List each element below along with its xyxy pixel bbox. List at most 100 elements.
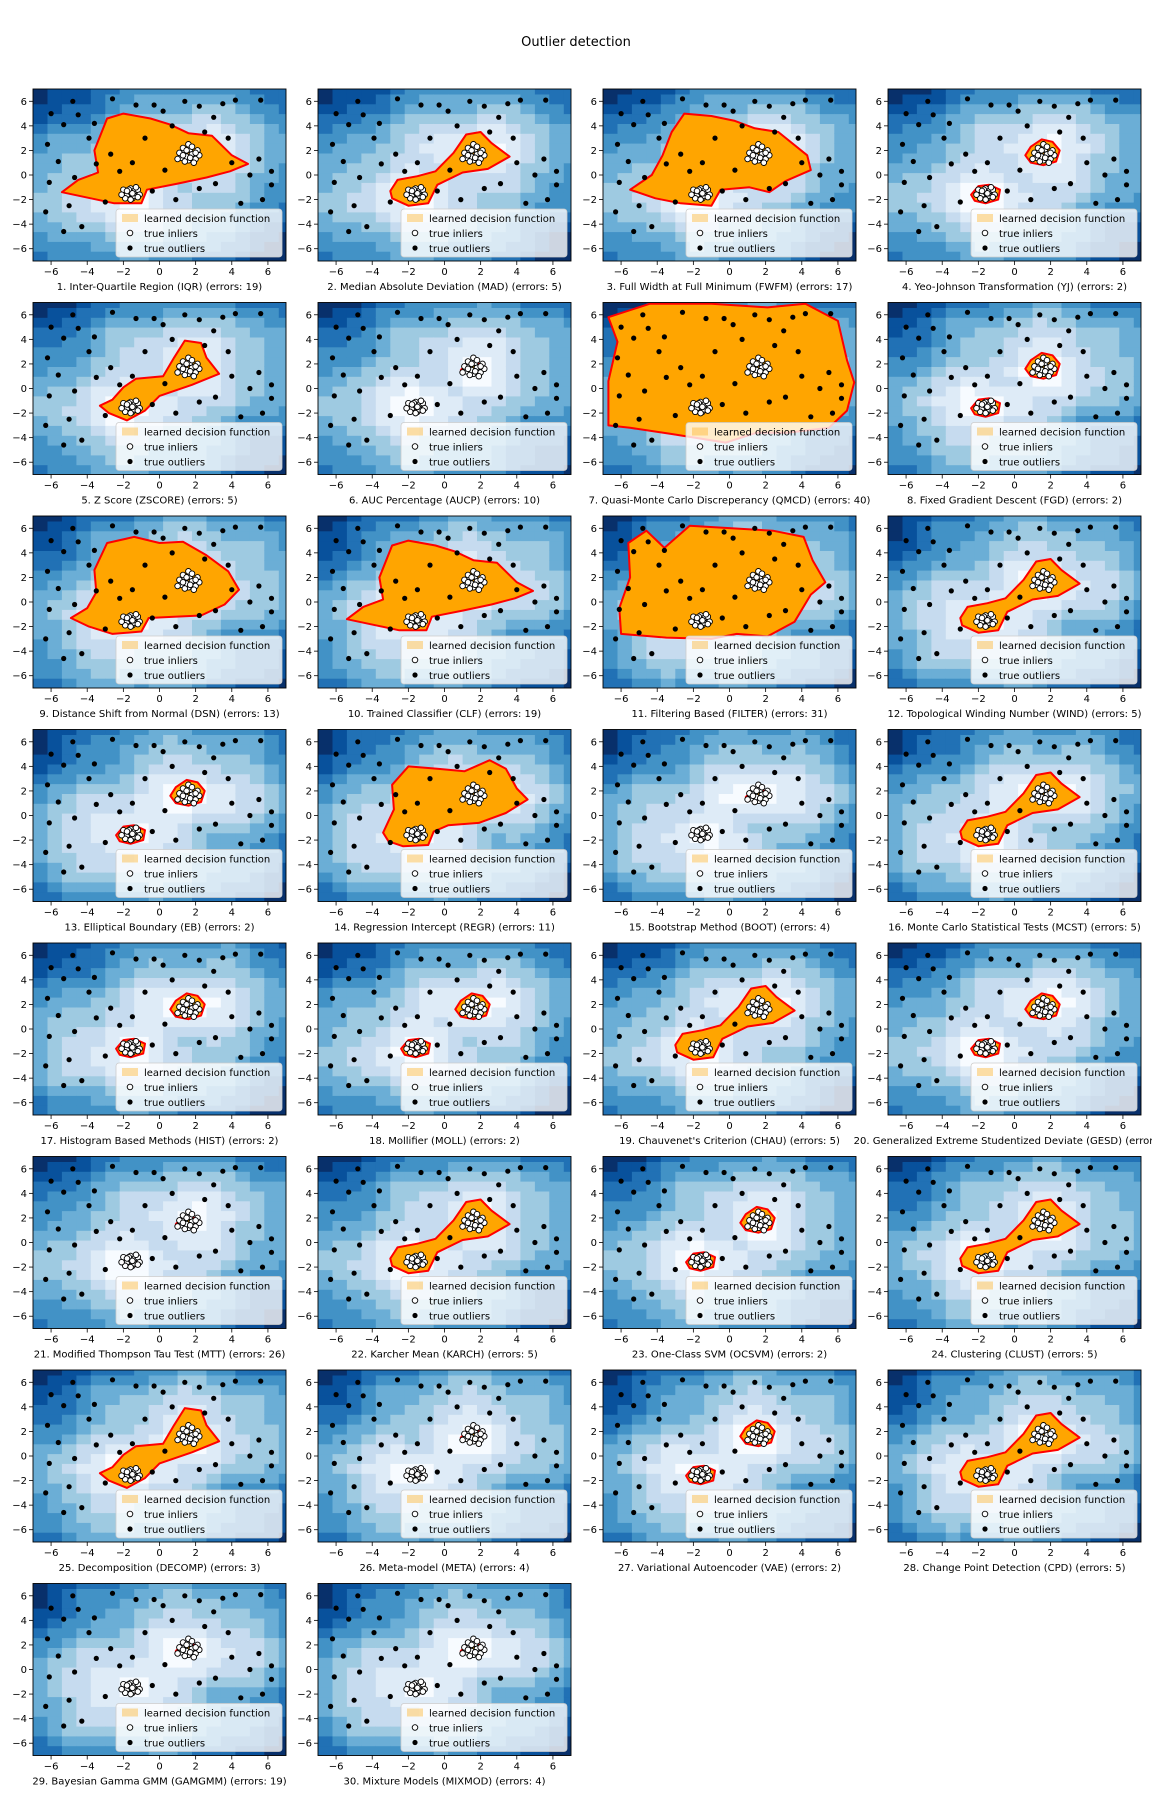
contour-cell [346,550,362,561]
outlier-point [376,120,382,126]
contour-cell [278,192,286,203]
contour-cell [888,678,904,688]
contour-cell [1119,395,1135,407]
outlier-point [988,102,994,108]
contour-cell [177,302,193,308]
outlier-point [930,112,936,118]
outlier-point [149,401,155,408]
contour-cell [888,93,904,105]
contour-cell [192,405,208,417]
legend-marker-inlier [696,443,704,450]
contour-cell [491,629,507,640]
legend-marker-inlier [981,229,989,237]
contour-cell [462,89,478,95]
contour-cell [278,395,286,407]
contour-cell [549,123,565,134]
contour-cell [660,113,676,124]
y-tick-label: 4 [306,335,312,346]
contour-cell [462,629,478,640]
contour-cell [1104,172,1120,183]
y-tick-label: −4 [12,647,27,658]
contour-cell [61,327,77,338]
contour-cell [249,560,265,571]
contour-cell [192,530,208,542]
outlier-point [169,123,175,129]
contour-cell [318,638,334,650]
x-tick-label: 6 [550,481,556,492]
inlier-point [118,191,125,198]
outlier-point [86,135,92,141]
contour-cell [134,516,150,522]
contour-cell [776,202,792,213]
contour-cell [90,638,106,650]
contour-cell [433,376,449,387]
contour-cell [660,202,676,213]
outlier-point [649,437,655,443]
outlier-point [481,185,487,192]
inlier-point [123,187,131,195]
contour-cell [819,113,835,124]
contour-cell [61,143,77,154]
contour-cell [148,629,164,640]
outlier-point [616,179,622,185]
outlier-point [434,188,440,194]
contour-cell [192,89,208,95]
contour-cell [318,395,334,407]
contour-cell [346,425,362,436]
inlier-point [749,365,757,373]
contour-cell [776,516,792,522]
outlier-point [427,562,433,568]
inlier-point [414,190,421,197]
contour-cell [888,317,904,328]
contour-cell [989,172,1005,183]
outlier-point [901,393,907,399]
contour-cell [505,376,521,387]
contour-cell [1133,251,1141,261]
contour-cell [47,221,63,233]
y-tick-label: 6 [876,97,882,108]
contour-cell [33,435,49,446]
contour-cell [278,202,286,213]
contour-cell [278,376,286,387]
contour-cell [549,415,565,426]
contour-cell [534,550,550,561]
contour-cell [603,123,619,134]
contour-cell [433,307,449,318]
contour-cell [931,143,947,154]
contour-cell [1061,202,1077,213]
contour-cell [278,113,286,124]
x-tick-label: 6 [1120,267,1126,278]
contour-cell [974,162,990,174]
contour-cell [76,89,92,95]
contour-cell [617,133,633,144]
contour-cell [549,570,565,581]
contour-cell [61,454,77,466]
contour-cell [819,570,835,581]
contour-cell [747,192,763,203]
contour-cell [419,133,435,144]
legend-marker-outlier [412,245,418,251]
contour-cell [888,579,904,591]
y-tick-label: −6 [582,671,597,682]
outlier-point [808,200,814,206]
contour-cell [790,192,806,203]
contour-cell [631,464,647,475]
contour-cell [375,638,391,650]
contour-cell [902,356,918,367]
contour-cell [505,89,521,95]
outlier-point [712,349,718,355]
outlier-point [445,535,451,541]
legend-label: true outliers [144,244,205,255]
legend-marker-outlier [697,672,703,678]
outlier-point [360,539,366,545]
outlier-point [941,349,947,355]
contour-cell [206,619,222,630]
x-tick-label: 2 [1047,267,1053,278]
outlier-point [916,228,922,235]
outlier-point [481,530,487,536]
contour-cell [505,327,521,338]
outlier-point [1123,395,1130,401]
contour-cell [1119,366,1135,377]
contour-cell [1018,133,1034,144]
outlier-point [48,324,54,330]
